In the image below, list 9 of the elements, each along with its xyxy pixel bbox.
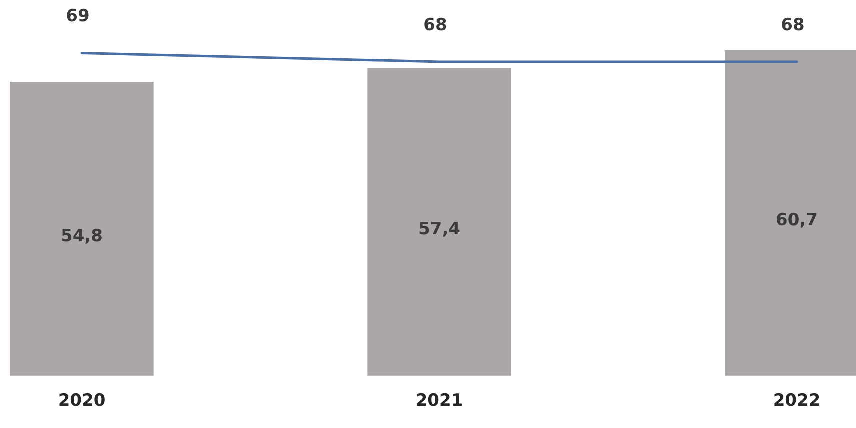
data-label: 54,8 (61, 226, 103, 246)
x-tick-label: 2021 (416, 391, 464, 412)
data-label: 68 (424, 15, 448, 36)
data-label: 57,4 (418, 219, 461, 240)
x-tick-label: 2022 (773, 391, 821, 412)
x-tick-label: 2020 (58, 391, 106, 412)
data-label: 69 (66, 6, 90, 27)
data-label: 60,7 (776, 210, 818, 231)
data-label: 68 (781, 15, 805, 36)
